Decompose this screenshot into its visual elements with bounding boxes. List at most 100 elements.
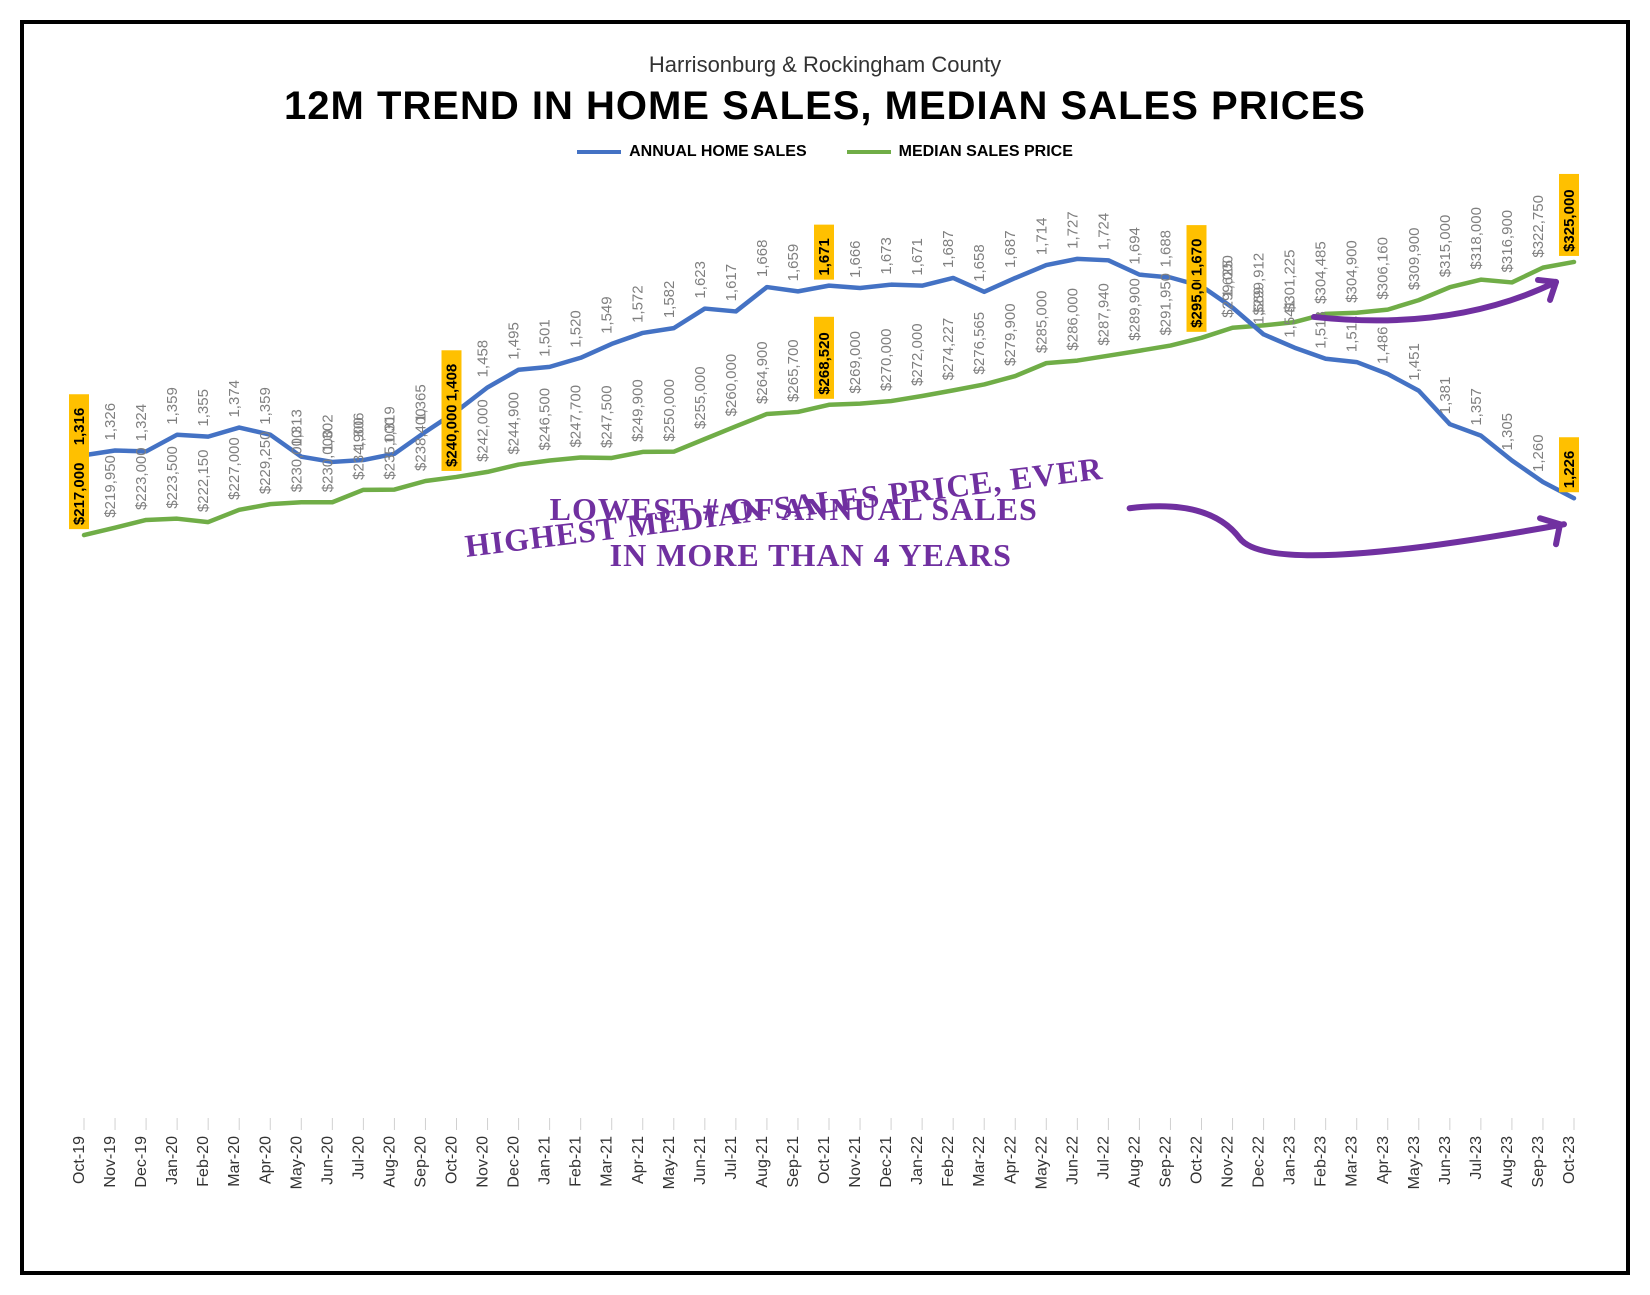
sales-data-label: 1,582 xyxy=(661,281,678,319)
price-data-label: $289,900 xyxy=(1126,278,1143,341)
sales-data-label: 1,305 xyxy=(1499,413,1516,451)
x-tick-label: Apr-21 xyxy=(630,1136,647,1184)
price-data-label: $250,000 xyxy=(661,379,678,442)
x-tick-label: Aug-20 xyxy=(381,1136,398,1188)
x-tick-label: May-23 xyxy=(1406,1136,1423,1189)
sales-data-label: 1,495 xyxy=(506,322,523,360)
price-data-label: $247,700 xyxy=(568,385,585,448)
price-data-label: $223,500 xyxy=(164,446,181,509)
sales-data-label: 1,670 xyxy=(1189,239,1206,277)
sales-data-label: 1,306 xyxy=(350,412,367,450)
sales-data-label: 1,381 xyxy=(1437,377,1454,415)
sales-data-label: 1,617 xyxy=(723,264,740,302)
price-data-label: $322,750 xyxy=(1530,195,1547,258)
x-tick-label: Nov-21 xyxy=(847,1136,864,1188)
price-data-label: $304,485 xyxy=(1313,241,1330,304)
sales-data-label: 1,260 xyxy=(1530,434,1547,472)
price-data-label: $249,900 xyxy=(630,379,647,442)
sales-data-label: 1,549 xyxy=(599,296,616,334)
price-data-label: $316,900 xyxy=(1499,210,1516,273)
price-data-label: $291,950 xyxy=(1157,273,1174,336)
x-tick-label: Mar-22 xyxy=(971,1136,988,1187)
x-tick-label: Dec-20 xyxy=(506,1136,523,1188)
price-data-label: $265,700 xyxy=(785,339,802,402)
price-data-label: $260,000 xyxy=(723,354,740,417)
x-tick-label: May-21 xyxy=(661,1136,678,1189)
x-tick-label: Oct-23 xyxy=(1561,1136,1578,1184)
price-data-label: $270,000 xyxy=(878,328,895,391)
sales-data-label: 1,668 xyxy=(754,240,771,278)
price-data-label: $229,250 xyxy=(257,432,274,495)
x-tick-label: Feb-22 xyxy=(940,1136,957,1187)
sales-data-label: 1,623 xyxy=(692,261,709,299)
sales-data-label: 1,486 xyxy=(1375,326,1392,364)
annotation-bottom-line1: LOWEST # OF ANNUAL SALES xyxy=(550,491,1038,527)
x-tick-label: Jun-23 xyxy=(1437,1136,1454,1185)
x-tick-label: Aug-23 xyxy=(1499,1136,1516,1188)
sales-data-label: 1,313 xyxy=(288,409,305,447)
x-tick-label: Apr-22 xyxy=(1002,1136,1019,1184)
price-data-label: $217,000 xyxy=(71,463,88,526)
sales-data-label: 1,520 xyxy=(568,310,585,348)
price-data-label: $269,000 xyxy=(847,331,864,394)
x-tick-label: Nov-22 xyxy=(1220,1136,1237,1188)
x-tick-label: May-22 xyxy=(1033,1136,1050,1189)
price-data-label: $325,000 xyxy=(1561,189,1578,252)
x-tick-label: Jun-21 xyxy=(692,1136,709,1185)
x-tick-label: Dec-22 xyxy=(1251,1136,1268,1188)
x-tick-label: Aug-22 xyxy=(1126,1136,1143,1188)
x-tick-label: Mar-20 xyxy=(226,1136,243,1187)
x-tick-label: Jul-23 xyxy=(1468,1136,1485,1180)
x-tick-label: Mar-23 xyxy=(1344,1136,1361,1187)
price-data-label: $247,500 xyxy=(599,385,616,448)
x-tick-label: Oct-21 xyxy=(816,1136,833,1184)
x-tick-label: Jul-21 xyxy=(723,1136,740,1180)
x-tick-label: Dec-21 xyxy=(878,1136,895,1188)
price-data-label: $304,900 xyxy=(1344,240,1361,303)
sales-data-label: 1,569 xyxy=(1251,287,1268,325)
sales-data-label: 1,727 xyxy=(1064,211,1081,249)
sales-data-label: 1,687 xyxy=(940,230,957,268)
price-data-label: $223,000 xyxy=(133,447,150,510)
x-tick-label: Jul-22 xyxy=(1095,1136,1112,1180)
x-tick-label: Aug-21 xyxy=(754,1136,771,1188)
x-tick-label: Jun-22 xyxy=(1064,1136,1081,1185)
price-data-label: $287,940 xyxy=(1095,283,1112,346)
price-data-label: $268,520 xyxy=(816,332,833,395)
x-tick-label: Feb-21 xyxy=(568,1136,585,1187)
sales-data-label: 1,355 xyxy=(195,389,212,427)
sales-data-label: 1,714 xyxy=(1033,218,1050,256)
sales-data-label: 1,365 xyxy=(412,384,429,422)
price-data-label: $286,000 xyxy=(1064,288,1081,351)
price-data-label: $306,160 xyxy=(1375,237,1392,300)
sales-data-label: 1,724 xyxy=(1095,213,1112,251)
sales-data-label: 1,359 xyxy=(257,387,274,425)
x-tick-label: Oct-19 xyxy=(71,1136,88,1184)
x-tick-label: Jan-23 xyxy=(1282,1136,1299,1185)
x-tick-label: Oct-20 xyxy=(444,1136,461,1184)
sales-data-label: 1,319 xyxy=(381,406,398,444)
price-data-label: $246,500 xyxy=(537,388,554,451)
sales-data-label: 1,326 xyxy=(102,403,119,441)
sales-data-label: 1,226 xyxy=(1561,451,1578,489)
sales-data-label: 1,302 xyxy=(319,414,336,452)
price-data-label: $272,000 xyxy=(909,323,926,386)
price-data-label: $227,000 xyxy=(226,437,243,500)
x-tick-label: Apr-20 xyxy=(257,1136,274,1184)
x-tick-label: Sep-20 xyxy=(412,1136,429,1188)
sales-data-label: 1,316 xyxy=(71,408,88,446)
x-tick-label: Jan-20 xyxy=(164,1136,181,1185)
chart-frame: Harrisonburg & Rockingham County 12M TRE… xyxy=(20,20,1630,1275)
x-tick-label: May-20 xyxy=(288,1136,305,1189)
price-data-label: $219,950 xyxy=(102,455,119,518)
price-data-label: $244,900 xyxy=(506,392,523,455)
sales-data-label: 1,688 xyxy=(1157,230,1174,268)
price-data-label: $318,000 xyxy=(1468,207,1485,270)
sales-data-label: 1,541 xyxy=(1282,300,1299,338)
sales-data-label: 1,694 xyxy=(1126,227,1143,265)
x-tick-label: Jan-22 xyxy=(909,1136,926,1185)
x-tick-label: Jul-20 xyxy=(350,1136,367,1180)
sales-data-label: 1,501 xyxy=(537,319,554,357)
price-data-label: $285,000 xyxy=(1033,291,1050,354)
x-tick-label: Feb-23 xyxy=(1313,1136,1330,1187)
